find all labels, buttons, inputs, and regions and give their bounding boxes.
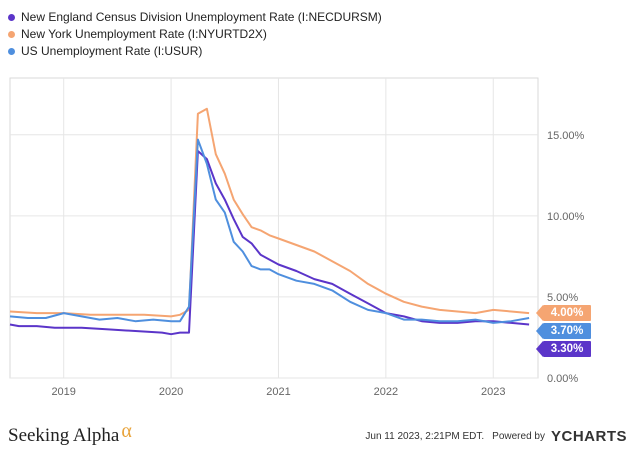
legend-item-new-york[interactable]: New York Unemployment Rate (I:NYURTD2X) [8,26,382,43]
series-line-1[interactable] [9,107,530,318]
legend-marker [8,14,15,21]
ycharts-name: CHARTS [561,428,627,445]
last-value-badge: 4.00% [536,305,591,322]
ycharts-y-mark: Y [550,428,562,445]
alpha-mark: α [121,420,132,442]
last-value-badge: 3.30% [536,341,591,358]
brand-name: Seeking Alpha [8,425,120,446]
grid-layer [9,77,539,379]
legend-marker [8,31,15,38]
y-tick-label: 10.00% [547,211,585,223]
footer-attribution: Jun 11 2023, 2:21PM EDT. Powered by YCHA… [365,428,627,445]
x-tick-label: 2022 [374,386,398,398]
legend-label: New York Unemployment Rate (I:NYURTD2X) [21,27,267,41]
axis-layer: 0.00% 5.00% 10.00% 15.00% 2019 2020 2021 2022 20… [51,130,584,398]
powered-by-label: Powered by [492,431,545,442]
series-layer [9,107,530,336]
series-line-2[interactable] [9,138,530,324]
legend-item-us[interactable]: US Unemployment Rate (I:USUR) [8,43,382,60]
x-tick-label: 2019 [51,386,75,398]
legend-marker [8,48,15,55]
seeking-alpha-logo: Seeking Alpha α [8,420,132,447]
legend-item-new-england[interactable]: New England Census Division Unemployment… [8,9,382,26]
legend-label: US Unemployment Rate (I:USUR) [21,44,203,58]
last-value-badge: 3.70% [536,323,591,340]
series-line-0[interactable] [9,150,530,336]
plot-frame [9,77,539,379]
timestamp: Jun 11 2023, 2:21PM EDT. [365,431,485,442]
y-tick-label: 5.00% [547,292,578,304]
y-tick-label: 15.00% [547,130,585,142]
x-tick-label: 2023 [481,386,505,398]
y-tick-label: 0.00% [547,373,578,385]
x-tick-label: 2021 [266,386,290,398]
legend-label: New England Census Division Unemployment… [21,10,382,24]
legend: New England Census Division Unemployment… [8,9,382,60]
ycharts-logo[interactable]: YCHARTS [551,428,627,445]
x-tick-label: 2020 [159,386,183,398]
